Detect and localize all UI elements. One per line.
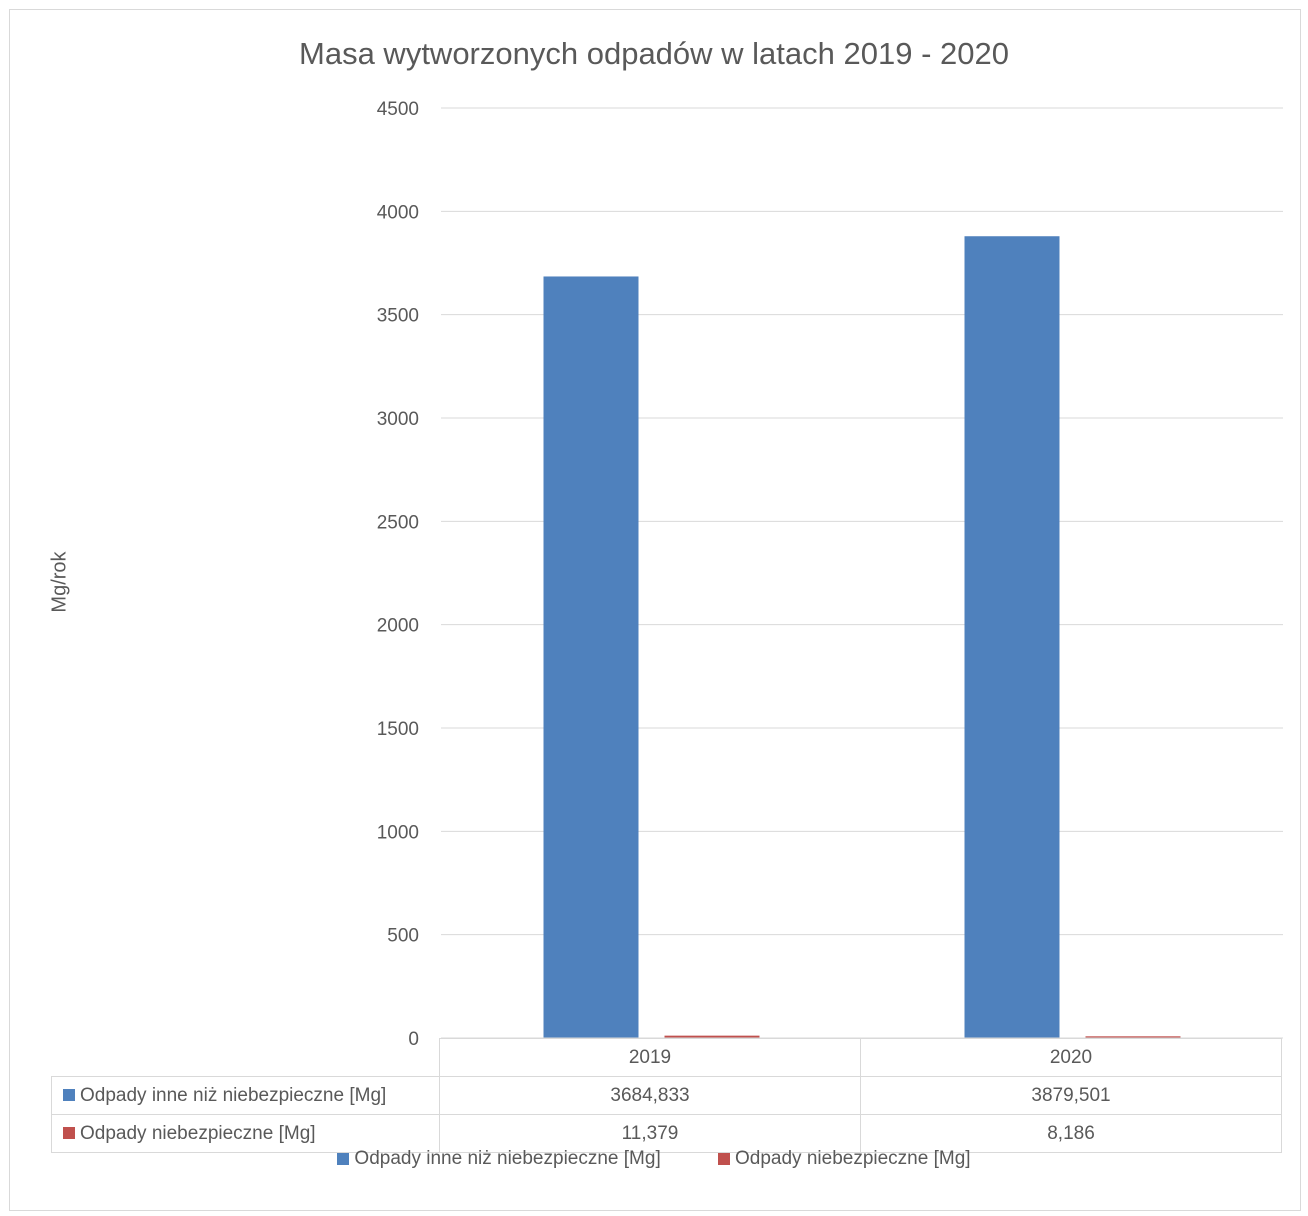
data-table-category: 2019 [439,1038,861,1077]
data-table-row: Odpady inne niż niebezpieczne [Mg] 3684,… [51,1076,1282,1115]
legend-label: Odpady inne niż niebezpieczne [Mg] [354,1148,661,1169]
chart-title: Masa wytworzonych odpadów w latach 2019 … [299,36,1009,71]
y-tick-label: 2500 [377,512,419,533]
y-tick-label: 500 [387,926,419,947]
legend-swatch [718,1153,731,1165]
y-tick-label: 1500 [377,719,419,740]
legend-label: Odpady niebezpieczne [Mg] [735,1148,971,1169]
series-name: Odpady inne niż niebezpieczne [Mg] [80,1084,387,1106]
data-table-cell: 3879,501 [860,1076,1282,1115]
data-table-category: 2020 [860,1038,1282,1077]
chart-area [9,9,1301,1211]
data-table-series-name: Odpady inne niż niebezpieczne [Mg] [51,1076,440,1115]
y-tick-label: 4500 [377,99,419,120]
series-name: Odpady niebezpieczne [Mg] [80,1122,316,1144]
bar [964,236,1060,1039]
series-swatch [63,1127,75,1140]
data-table-series-name: Odpady niebezpieczne [Mg] [51,1114,440,1153]
y-tick-label: 4000 [377,202,419,223]
y-tick-label: 3000 [377,409,419,430]
bar [664,1035,760,1038]
data-table-row: Odpady niebezpieczne [Mg] 11,379 8,186 [51,1114,1282,1153]
bar [1085,1036,1181,1038]
legend: Odpady inne niż niebezpieczne [Mg] Odpad… [0,1148,1308,1171]
data-table-cell: 11,379 [439,1114,861,1153]
data-table-cell: 8,186 [860,1114,1282,1153]
y-tick-label: 1000 [377,822,419,843]
bar [543,276,639,1038]
data-table-header-row: 2019 2020 [51,1038,1282,1077]
y-tick-label: 3500 [377,306,419,327]
series-swatch [63,1089,75,1102]
data-table-corner [51,1038,440,1077]
y-tick-label: 2000 [377,616,419,637]
data-table: 2019 2020 Odpady inne niż niebezpieczne … [51,1038,1282,1153]
legend-swatch [337,1153,350,1165]
legend-item: Odpady niebezpieczne [Mg] [718,1148,971,1170]
legend-item: Odpady inne niż niebezpieczne [Mg] [337,1148,661,1170]
data-table-cell: 3684,833 [439,1076,861,1115]
